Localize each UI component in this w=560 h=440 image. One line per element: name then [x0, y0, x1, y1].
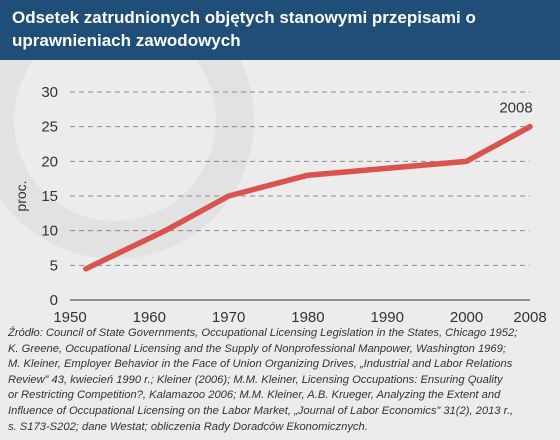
source-line: or Restricting Competition?, Kalamazoo 2… [8, 389, 501, 402]
x-tick-label: 1950 [53, 309, 86, 322]
x-tick-label: 1960 [133, 309, 166, 322]
x-tick-label: 1980 [291, 309, 324, 322]
y-tick-label: 0 [50, 292, 58, 309]
x-tick-labels: 1950 1960 1970 1980 1990 2000 2008 [53, 309, 546, 322]
watermark-ring [0, 60, 254, 259]
chart-area: 0 5 10 15 20 25 30 1950 1960 1970 1980 1990 2000 200… [0, 60, 560, 322]
source-line: K. Greene, Occupational Licensing and th… [8, 342, 506, 355]
source-line: Review” 43, kwiecień 1990 r.; Kleiner (2… [8, 373, 503, 386]
series-layer [83, 123, 533, 272]
y-tick-label: 5 [50, 257, 58, 274]
y-tick-label: 30 [41, 84, 58, 101]
source-line: s. S173-S202; dane Westat; obliczenia Ra… [8, 420, 368, 433]
x-tick-label: 2000 [450, 309, 483, 322]
y-tick-label: 15 [41, 188, 58, 205]
x-tick-label: 1970 [212, 309, 245, 322]
y-tick-labels: 0 5 10 15 20 25 30 [41, 84, 58, 309]
title-bar: Odsetek zatrudnionych objętych stanowymi… [0, 0, 560, 60]
source-line: M. Kleiner, Employer Behavior in the Fac… [8, 358, 513, 371]
y-tick-label: 20 [41, 153, 58, 170]
source-note: Źródło: Council of State Governments, Oc… [8, 326, 556, 435]
y-tick-label: 10 [41, 223, 58, 240]
grid-lines [70, 91, 530, 266]
line-chart: 0 5 10 15 20 25 30 1950 1960 1970 1980 1990 2000 200… [0, 60, 547, 322]
y-axis-label: proc. [13, 180, 29, 211]
chart-title: Odsetek zatrudnionych objętych stanowymi… [12, 8, 476, 50]
y-tick-label: 25 [41, 119, 58, 136]
annotations: 2008 [499, 100, 532, 117]
x-tick-label: 2008 [513, 309, 546, 322]
source-line: Źródło: Council of State Governments, Oc… [8, 327, 518, 339]
annotation-label: 2008 [499, 100, 532, 117]
source-line: Influence of Occupational Licensing on t… [8, 404, 514, 417]
x-tick-label: 1990 [371, 309, 404, 322]
